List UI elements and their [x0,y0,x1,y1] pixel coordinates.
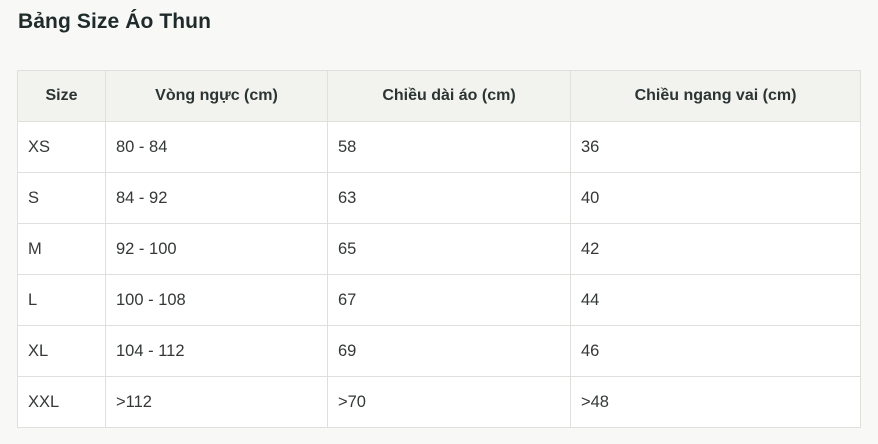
cell-size: XXL [17,376,106,428]
cell-chest: 104 - 112 [105,325,328,377]
table-row: S 84 - 92 63 40 [17,172,861,224]
cell-size: M [17,223,106,275]
header-length: Chiều dài áo (cm) [327,70,571,122]
header-size: Size [17,70,106,122]
page-title: Bảng Size Áo Thun [18,10,212,33]
header-row: Size Vòng ngực (cm) Chiều dài áo (cm) Ch… [17,70,861,122]
cell-size: S [17,172,106,224]
cell-chest: 84 - 92 [105,172,328,224]
header-shoulder: Chiều ngang vai (cm) [570,70,861,122]
cell-size: XL [17,325,106,377]
cell-shoulder: 40 [570,172,861,224]
header-chest: Vòng ngực (cm) [105,70,328,122]
cell-size: XS [17,121,106,173]
cell-chest: >112 [105,376,328,428]
cell-length: 69 [327,325,571,377]
table-header: Size Vòng ngực (cm) Chiều dài áo (cm) Ch… [17,70,861,122]
cell-size: L [17,274,106,326]
cell-shoulder: >48 [570,376,861,428]
cell-length: 58 [327,121,571,173]
cell-length: 65 [327,223,571,275]
cell-length: >70 [327,376,571,428]
table-row: M 92 - 100 65 42 [17,223,861,275]
size-table: Size Vòng ngực (cm) Chiều dài áo (cm) Ch… [17,70,861,428]
cell-shoulder: 44 [570,274,861,326]
cell-chest: 100 - 108 [105,274,328,326]
cell-shoulder: 42 [570,223,861,275]
cell-chest: 80 - 84 [105,121,328,173]
table-row: XL 104 - 112 69 46 [17,325,861,377]
table-body: XS 80 - 84 58 36 S 84 - 92 63 40 M 92 - … [17,121,861,428]
cell-shoulder: 46 [570,325,861,377]
cell-length: 63 [327,172,571,224]
cell-shoulder: 36 [570,121,861,173]
cell-length: 67 [327,274,571,326]
cell-chest: 92 - 100 [105,223,328,275]
table-row: XS 80 - 84 58 36 [17,121,861,173]
table-row: XXL >112 >70 >48 [17,376,861,428]
table-row: L 100 - 108 67 44 [17,274,861,326]
